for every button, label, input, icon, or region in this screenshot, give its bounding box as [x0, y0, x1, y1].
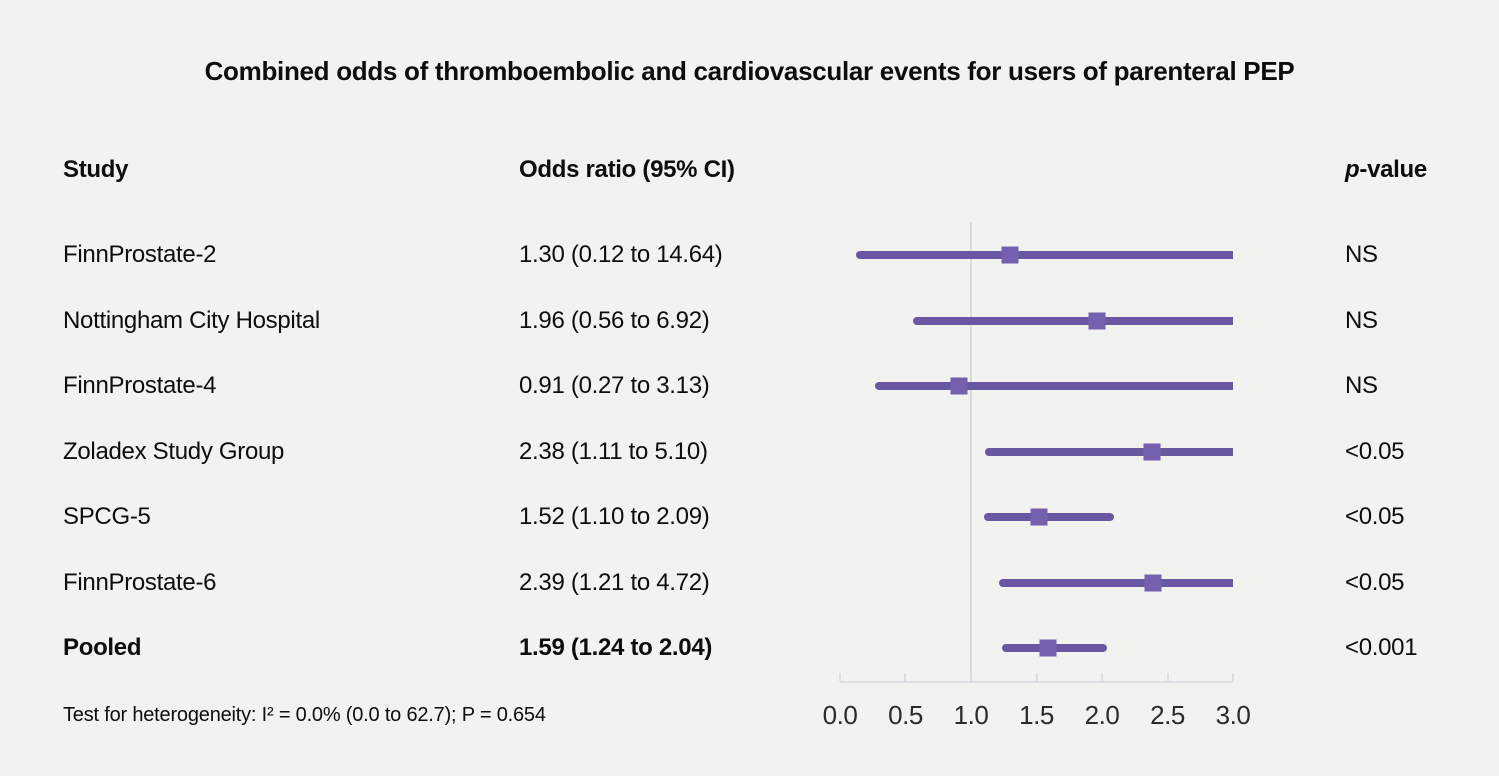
odds-ratio-marker	[1039, 639, 1057, 657]
axis-tick	[969, 673, 972, 681]
heterogeneity-note: Test for heterogeneity: I² = 0.0% (0.0 t…	[63, 704, 546, 726]
confidence-interval-line	[875, 382, 1233, 390]
axis-tick-label: 0.0	[822, 700, 858, 730]
study-label: FinnProstate-2	[63, 241, 217, 268]
column-header-p-value: p-value	[1345, 156, 1427, 184]
odds-ratio-marker	[950, 377, 968, 395]
axis-tick-label: 1.0	[953, 700, 989, 730]
odds-ratio-value: 1.52 (1.10 to 2.09)	[519, 503, 710, 530]
odds-ratio-marker	[1144, 574, 1162, 591]
axis-tick-label: 1.5	[1019, 700, 1054, 730]
odds-ratio-value: 0.91 (0.27 to 3.13)	[519, 372, 710, 399]
odds-ratio-marker	[1088, 312, 1106, 329]
confidence-interval-line	[984, 513, 1114, 521]
odds-ratio-value: 2.39 (1.21 to 4.72)	[519, 568, 710, 596]
study-label: Zoladex Study Group	[63, 437, 285, 465]
axis-tick-label: 2.5	[1150, 700, 1185, 730]
odds-ratio-marker	[1030, 508, 1048, 526]
study-label: FinnProstate-4	[63, 372, 217, 399]
confidence-interval-line	[913, 316, 1233, 325]
odds-ratio-marker	[1001, 246, 1019, 264]
p-value: <0.05	[1345, 437, 1405, 465]
plot-area	[840, 222, 1233, 681]
axis-tick-label: 3.0	[1215, 700, 1251, 730]
odds-ratio-value: 2.38 (1.11 to 5.10)	[519, 437, 708, 465]
axis-tick	[1100, 673, 1103, 681]
ci-lines-layer	[840, 222, 1233, 681]
study-label: FinnProstate-6	[63, 568, 217, 596]
confidence-interval-line	[998, 578, 1233, 587]
p-value: NS	[1345, 372, 1378, 399]
axis-tick-label: 0.5	[888, 700, 923, 730]
p-value-italic-p: p	[1345, 156, 1360, 183]
confidence-interval-line	[985, 447, 1233, 456]
odds-ratio-value: 1.30 (0.12 to 14.64)	[519, 241, 723, 268]
p-value: NS	[1345, 306, 1378, 334]
axis-tick-label: 2.0	[1084, 700, 1120, 730]
reference-line	[969, 222, 972, 681]
axis-tick	[1232, 673, 1234, 681]
x-axis	[839, 673, 1234, 683]
odds-ratio-marker	[1143, 443, 1161, 460]
p-value-suffix: -value	[1359, 156, 1427, 183]
axis-tick	[839, 673, 841, 681]
axis-tick	[1166, 673, 1169, 681]
p-value: <0.05	[1345, 568, 1405, 596]
p-value: NS	[1345, 241, 1378, 268]
chart-title: Combined odds of thromboembolic and card…	[204, 56, 1295, 86]
study-label: Pooled	[63, 634, 142, 661]
p-value: <0.001	[1345, 634, 1418, 661]
axis-tick	[904, 673, 907, 681]
column-header-odds-ratio: Odds ratio (95% CI)	[519, 156, 735, 183]
axis-tick	[1035, 673, 1038, 681]
x-axis-tick-labels: 0.0 0.5 1.0 1.5 2.0 2.5 3.0	[823, 700, 1251, 732]
column-header-study: Study	[63, 156, 129, 183]
study-label: Nottingham City Hospital	[63, 306, 320, 334]
p-value: <0.05	[1345, 503, 1405, 530]
odds-ratio-value: 1.96 (0.56 to 6.92)	[519, 306, 710, 334]
study-label: SPCG-5	[63, 503, 151, 530]
confidence-interval-line	[855, 251, 1233, 259]
odds-ratio-value: 1.59 (1.24 to 2.04)	[519, 634, 713, 661]
